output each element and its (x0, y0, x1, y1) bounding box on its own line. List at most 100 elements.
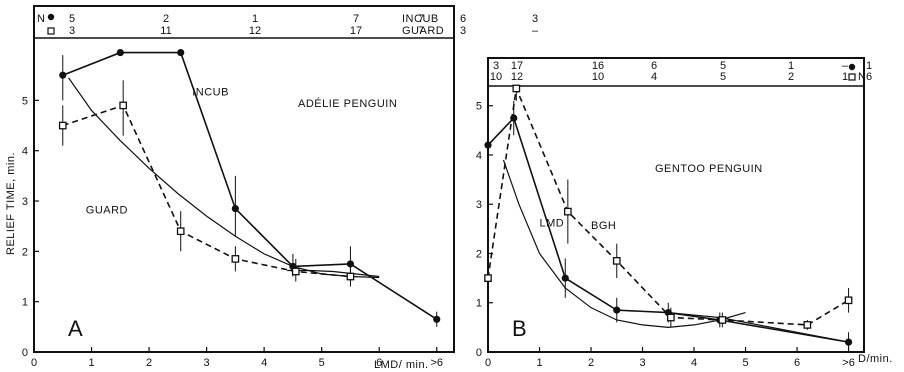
n-filled-count: 1 (252, 13, 258, 25)
data-point-open (58, 121, 67, 130)
x-tick-label: 6 (794, 357, 800, 369)
data-point-open (612, 257, 621, 265)
panel-b-x-axis-label: D/min. (858, 353, 893, 365)
panel-b-n-open-marker (848, 73, 856, 81)
panel-b-n-filled-marker (848, 63, 856, 71)
data-point-filled (59, 71, 67, 79)
n-open-count: 10 (592, 71, 604, 83)
panel-a-frame (33, 5, 455, 353)
data-point-filled (561, 274, 569, 282)
data-point-open (512, 84, 521, 93)
y-tick-label: 2 (476, 248, 482, 260)
n-open-count: 1 (842, 71, 848, 83)
y-tick-label: 2 (22, 246, 28, 258)
n-open-count: 7 (418, 25, 424, 37)
y-tick-label: 4 (22, 146, 28, 158)
y-tick-label: 3 (476, 199, 482, 211)
series-annotation: GUARD (86, 205, 128, 217)
fit-curve (502, 159, 746, 328)
panel-b-n-open-row: 10 12 10 4 5 2 1 6 (490, 71, 872, 83)
x-tick-label: 5 (742, 357, 748, 369)
x-tick-label: 2 (588, 357, 594, 369)
n-filled-count: 6 (460, 13, 466, 25)
n-open-count: 5 (720, 71, 726, 83)
n-filled-count: 2 (163, 13, 169, 25)
y-tick-label: 5 (476, 101, 482, 113)
y-tick-label: 4 (476, 150, 482, 162)
data-point-filled (231, 204, 239, 213)
series-line-solid (62, 51, 438, 320)
panel-b-y-axis: 0 1 2 3 4 5 (476, 101, 493, 359)
x-tick-label: 0 (485, 357, 491, 369)
panel-a-n-label: N (37, 13, 45, 25)
n-filled-count: 3 (532, 13, 538, 25)
panel-a-y-axis-label: RELIEF TIME, min. (5, 152, 17, 255)
y-tick-label: 5 (22, 95, 28, 107)
panel-b-n-filled-row: 3 17 16 6 5 1 – 1 (493, 60, 872, 72)
panel-a-legend-guard: GUARD (402, 25, 444, 37)
series-line-dashed (487, 85, 849, 326)
panel-a-y-axis: 0 1 2 3 4 5 (22, 95, 39, 359)
x-tick-label: 3 (639, 357, 645, 369)
x-tick-label: 6 (376, 357, 382, 369)
n-open-count: 17 (350, 25, 362, 37)
n-open-count: – (532, 25, 539, 37)
y-tick-label: 1 (476, 298, 482, 310)
n-open-count: 12 (511, 71, 523, 83)
series-annotation: INCUB (192, 86, 229, 98)
data-point-filled (116, 48, 124, 57)
data-point-open (346, 272, 355, 281)
data-point-open (666, 313, 675, 322)
n-filled-count: 16 (592, 60, 604, 72)
x-tick-label: >6 (842, 357, 855, 369)
data-point-open (484, 274, 492, 282)
data-point-open (119, 101, 128, 110)
panel-a-n-filled-row: 5 2 1 7 7 6 3 (69, 13, 538, 25)
panel-a-plot-area: INCUB GUARD (58, 48, 441, 327)
x-tick-label: 1 (536, 357, 542, 369)
n-open-count: 10 (490, 71, 502, 83)
y-tick-label: 0 (22, 347, 28, 359)
panel-a-x-axis-label: LMD/ min. (374, 359, 429, 371)
x-tick-label: 4 (691, 357, 697, 369)
n-open-count: 3 (460, 25, 466, 37)
x-tick-label: >6 (430, 357, 443, 369)
panel-a-title: ADÉLIE PENGUIN (298, 97, 397, 110)
y-tick-label: 3 (22, 196, 28, 208)
data-point-open (176, 227, 185, 236)
x-tick-label: 1 (88, 357, 94, 369)
n-open-count: 12 (249, 25, 261, 37)
n-open-count: 2 (788, 71, 794, 83)
panel-b-n-label: N (858, 71, 866, 83)
panel-b-frame (487, 57, 865, 353)
n-open-count: 3 (69, 25, 75, 37)
data-point-filled (844, 338, 853, 346)
panel-a-panel-label: A (68, 316, 83, 341)
panel-b-title: GENTOO PENGUIN (655, 163, 763, 175)
panel-b-plot-area: LMD BGH (484, 84, 853, 350)
x-tick-label: 4 (261, 357, 267, 369)
n-open-count: 4 (651, 71, 657, 83)
n-filled-count: 5 (69, 13, 75, 25)
n-filled-count: 1 (788, 60, 794, 72)
x-tick-label: 3 (204, 357, 210, 369)
panel-a-n-open-row: 3 11 12 17 7 3 – (69, 25, 539, 37)
data-point-open (291, 267, 300, 276)
n-filled-count: 5 (720, 60, 726, 72)
n-filled-count: 7 (353, 13, 359, 25)
panel-b-panel-label: B (512, 316, 527, 341)
panel-b-x-axis: 0 1 2 3 4 5 6 >6 (485, 347, 855, 369)
data-point-open (718, 316, 727, 324)
x-tick-label: 2 (146, 357, 152, 369)
n-filled-count: 3 (493, 60, 499, 72)
series-annotation: LMD (540, 217, 565, 229)
data-point-filled (484, 141, 492, 149)
n-filled-count: 1 (866, 60, 872, 72)
data-point-open (803, 321, 812, 329)
y-tick-label: 0 (476, 347, 482, 359)
series-annotation: BGH (591, 220, 616, 232)
panel-a-x-axis: 0 1 2 3 4 5 6 >6 (31, 347, 443, 369)
